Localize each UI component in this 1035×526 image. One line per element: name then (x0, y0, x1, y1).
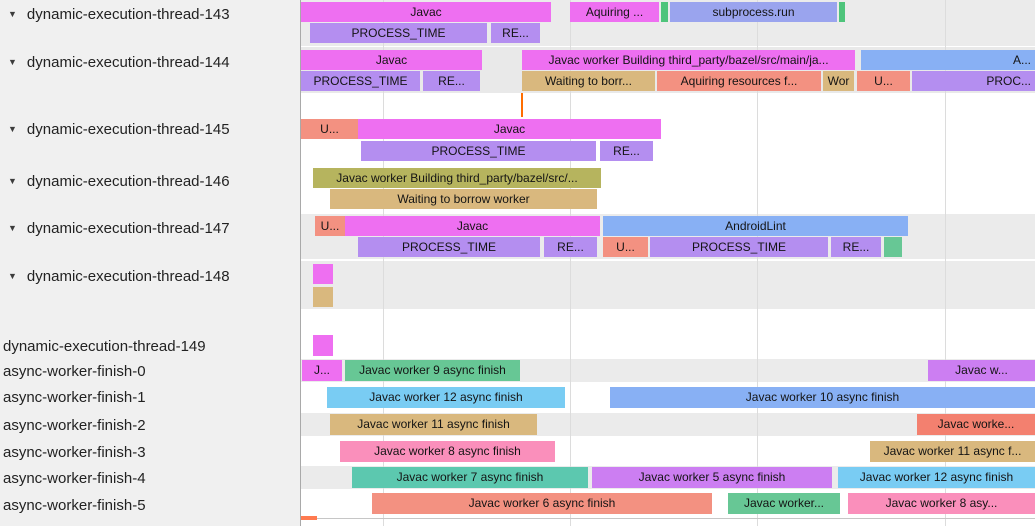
trace-event-bar[interactable]: Javac worke... (917, 414, 1035, 435)
trace-event-bar[interactable]: Javac worker 11 async finish (330, 414, 537, 435)
trace-event-bar[interactable]: RE... (423, 71, 480, 91)
track-label-row[interactable]: ▼ dynamic-execution-thread-147 (0, 218, 300, 238)
trace-event-bar[interactable]: PROCESS_TIME (650, 237, 828, 257)
trace-event-bar[interactable]: Javac (301, 2, 551, 22)
trace-event-bar[interactable] (839, 2, 845, 22)
trace-event-bar[interactable] (884, 237, 902, 257)
trace-event-bar[interactable]: Javac worker 11 async f... (870, 441, 1035, 462)
track-label-row[interactable]: async-worker-finish-5 (0, 495, 300, 515)
bottom-separator (301, 518, 1035, 519)
trace-event-bar[interactable]: RE... (600, 141, 653, 161)
track-label: async-worker-finish-3 (3, 443, 146, 461)
trace-event-bar[interactable]: Javac worker 7 async finish (352, 467, 588, 488)
trace-event-bar[interactable]: Javac (301, 50, 482, 70)
track-label-row[interactable]: ▼ dynamic-execution-thread-148 (0, 266, 300, 286)
trace-event-bar[interactable]: PROCESS_TIME (301, 71, 420, 91)
trace-event-bar[interactable]: RE... (831, 237, 881, 257)
trace-event-bar[interactable]: A... (861, 50, 1035, 70)
track-label: dynamic-execution-thread-146 (26, 172, 230, 190)
time-gridline (945, 0, 946, 526)
bottom-orange-tick (301, 516, 317, 520)
trace-event-bar[interactable]: Javac (358, 119, 661, 139)
trace-event-bar[interactable]: PROC... (912, 71, 1035, 91)
trace-event-bar[interactable]: Javac worker 12 async finish (327, 387, 565, 408)
trace-event-bar[interactable]: Waiting to borrow worker (330, 189, 597, 209)
trace-event-bar[interactable]: RE... (491, 23, 540, 43)
time-gridline (383, 0, 384, 526)
track-band (301, 261, 1035, 309)
trace-event-bar[interactable]: Aquiring resources f... (657, 71, 821, 91)
time-gridline (757, 0, 758, 526)
trace-event-bar[interactable]: AndroidLint (603, 216, 908, 236)
trace-event-bar[interactable]: J... (302, 360, 342, 381)
trace-event-bar[interactable]: RE... (544, 237, 597, 257)
trace-event-bar[interactable]: PROCESS_TIME (358, 237, 540, 257)
track-label-row[interactable]: async-worker-finish-0 (0, 361, 300, 381)
flow-tick (521, 93, 523, 117)
trace-event-bar[interactable]: Wor (823, 71, 854, 91)
track-label-row[interactable]: dynamic-execution-thread-149 (0, 336, 300, 356)
trace-event-bar[interactable] (661, 2, 668, 22)
trace-event-bar[interactable] (313, 264, 333, 284)
time-gridline (570, 0, 571, 526)
track-label: dynamic-execution-thread-149 (3, 337, 206, 355)
trace-event-bar[interactable]: Javac worker 12 async finish (838, 467, 1035, 488)
trace-event-bar[interactable]: PROCESS_TIME (310, 23, 487, 43)
expander-icon[interactable]: ▼ (8, 124, 17, 134)
trace-event-bar[interactable]: U... (603, 237, 648, 257)
trace-event-bar[interactable]: Waiting to borr... (522, 71, 655, 91)
track-label: async-worker-finish-0 (3, 362, 146, 380)
trace-event-bar[interactable]: Aquiring ... (570, 2, 659, 22)
trace-event-bar[interactable]: U... (857, 71, 910, 91)
track-label-row[interactable]: async-worker-finish-4 (0, 468, 300, 488)
track-label-row[interactable]: ▼ dynamic-execution-thread-144 (0, 52, 300, 72)
trace-event-bar[interactable]: Javac worker 6 async finish (372, 493, 712, 514)
trace-event-bar[interactable] (313, 335, 333, 356)
trace-event-bar[interactable] (313, 287, 333, 307)
trace-event-bar[interactable]: Javac worker Building third_party/bazel/… (313, 168, 601, 188)
trace-event-bar[interactable]: Javac w... (928, 360, 1035, 381)
track-label: async-worker-finish-4 (3, 469, 146, 487)
track-label: async-worker-finish-2 (3, 416, 146, 434)
track-label-row[interactable]: ▼ dynamic-execution-thread-145 (0, 119, 300, 139)
track-label-row[interactable]: async-worker-finish-1 (0, 387, 300, 407)
track-label: dynamic-execution-thread-143 (26, 5, 230, 23)
trace-event-bar[interactable]: Javac worker... (728, 493, 840, 514)
trace-event-bar[interactable]: U... (301, 119, 358, 139)
track-label: async-worker-finish-5 (3, 496, 146, 514)
trace-event-bar[interactable]: PROCESS_TIME (361, 141, 596, 161)
trace-event-bar[interactable]: Javac (345, 216, 600, 236)
track-label-row[interactable]: async-worker-finish-2 (0, 415, 300, 435)
track-label: async-worker-finish-1 (3, 388, 146, 406)
expander-icon[interactable]: ▼ (8, 271, 17, 281)
expander-icon[interactable]: ▼ (8, 223, 17, 233)
trace-event-bar[interactable]: Javac worker 10 async finish (610, 387, 1035, 408)
trace-event-bar[interactable]: Javac worker 8 async finish (340, 441, 555, 462)
trace-event-bar[interactable]: subprocess.run (670, 2, 837, 22)
trace-event-bar[interactable]: Javac worker Building third_party/bazel/… (522, 50, 855, 70)
track-label-row[interactable]: ▼ dynamic-execution-thread-143 (0, 4, 300, 24)
trace-event-bar[interactable]: Javac worker 9 async finish (345, 360, 520, 381)
trace-event-bar[interactable]: U... (315, 216, 345, 236)
track-label-row[interactable]: ▼ dynamic-execution-thread-146 (0, 171, 300, 191)
expander-icon[interactable]: ▼ (8, 176, 17, 186)
track-sidebar: ▼ dynamic-execution-thread-143 ▼ dynamic-ex… (0, 0, 301, 526)
trace-event-bar[interactable]: Javac worker 8 asy... (848, 493, 1035, 514)
track-label: dynamic-execution-thread-147 (26, 219, 230, 237)
expander-icon[interactable]: ▼ (8, 57, 17, 67)
track-label: dynamic-execution-thread-145 (26, 120, 230, 138)
track-label: dynamic-execution-thread-144 (26, 53, 230, 71)
track-label: dynamic-execution-thread-148 (26, 267, 230, 285)
trace-event-bar[interactable]: Javac worker 5 async finish (592, 467, 832, 488)
expander-icon[interactable]: ▼ (8, 9, 17, 19)
track-label-row[interactable]: async-worker-finish-3 (0, 442, 300, 462)
